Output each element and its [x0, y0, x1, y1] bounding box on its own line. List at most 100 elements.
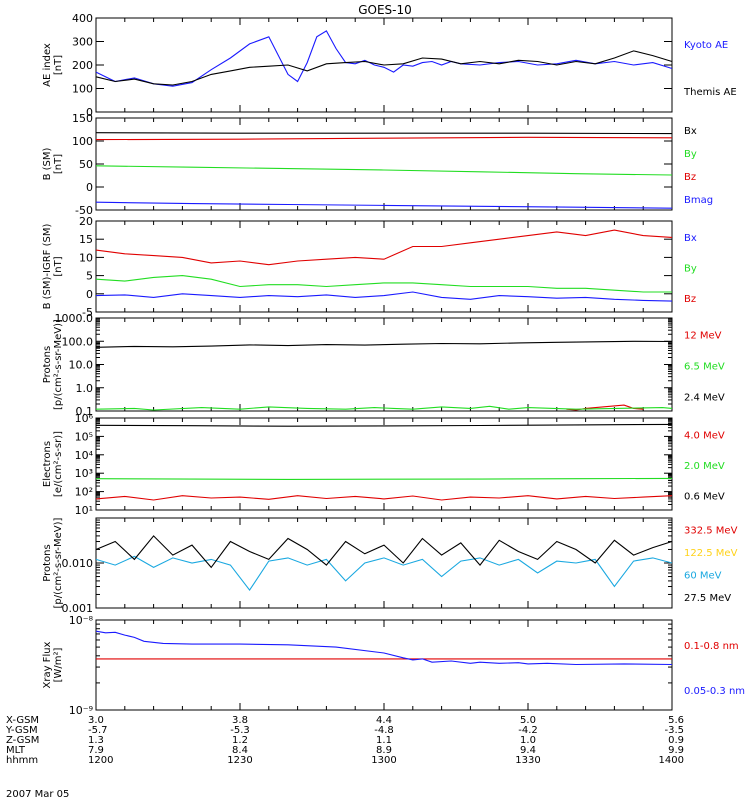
series-line	[95, 630, 673, 666]
legend-entry: Bx	[684, 126, 697, 137]
legend-entry: 4.0 MeV	[684, 430, 725, 441]
orbit-cell: 8.4	[232, 745, 248, 756]
series-line	[95, 132, 673, 135]
orbit-cell: 1.2	[232, 735, 248, 746]
series-line	[95, 423, 673, 427]
orbit-cell: 0.9	[668, 735, 684, 746]
y-tick-label: 200	[72, 59, 93, 72]
series-line	[95, 165, 673, 176]
orbit-row-label: X-GSM	[6, 715, 39, 726]
y-tick-label: 0	[86, 181, 93, 194]
legend-entry: Kyoto AE	[684, 40, 728, 51]
orbit-cell: 1.3	[88, 735, 104, 746]
y-tick-label: 1000.0	[55, 312, 94, 325]
date-label: 2007 Mar 05	[6, 789, 69, 800]
orbit-cell: 9.4	[520, 745, 536, 756]
orbit-cell: 1330	[515, 755, 540, 766]
orbit-cell: 3.0	[88, 715, 104, 726]
panel-frame	[95, 220, 673, 313]
series-line	[95, 291, 673, 302]
series-line	[95, 495, 673, 501]
y-axis-label: [nT]	[53, 154, 64, 174]
legend-entry: 12 MeV	[684, 331, 722, 342]
legend-entry: Themis AE	[683, 87, 737, 98]
orbit-cell: 9.9	[668, 745, 684, 756]
panel-6: 10⁻⁹ 10⁻⁸ Xray Flux [W/m²] 0.1-0.8 nm 0.05-0.…	[42, 614, 745, 717]
y-tick-label: 0.1	[76, 405, 94, 418]
figure-title: GOES-10	[358, 3, 412, 17]
y-tick-label: 10²	[75, 486, 93, 499]
y-tick-label: 1.0	[76, 382, 94, 395]
y-tick-label: 50	[79, 158, 93, 171]
y-tick-label: 100	[72, 83, 93, 96]
y-axis-label: [W/m²]	[53, 647, 64, 682]
series-line	[95, 201, 673, 209]
series-line	[95, 477, 673, 480]
legend-entry: 332.5 MeV	[684, 526, 738, 537]
series-line	[95, 136, 673, 141]
y-tick-label: -50	[75, 204, 93, 217]
legend-entry: 0.05-0.3 nm	[684, 686, 745, 697]
legend-entry: Bz	[684, 294, 696, 305]
orbit-cell: 1400	[659, 755, 684, 766]
y-tick-label: 400	[72, 12, 93, 25]
orbit-cell: 4.4	[376, 715, 392, 726]
panel-frame	[95, 619, 673, 711]
panel-3: 0.1 1.0 10.0 100.0 1000.0 Protons [p/(cm²-s-sr…	[42, 312, 725, 418]
y-tick-label: 0	[86, 106, 93, 119]
y-tick-label: 10³	[75, 467, 93, 480]
y-tick-label: 0	[86, 288, 93, 301]
y-axis-label: [nT]	[53, 55, 64, 75]
legend-entry: 60 MeV	[684, 571, 722, 582]
legend-entry: By	[684, 149, 697, 160]
orbit-row-label: Y-GSM	[5, 725, 38, 736]
orbit-cell: -5.3	[230, 725, 250, 736]
orbit-cell: 1230	[227, 755, 252, 766]
panel-frame	[95, 317, 673, 412]
y-tick-label: 10	[79, 251, 93, 264]
series-line	[95, 340, 673, 348]
panel-5: 0.001 0.010 Protons [p/(cm²-s-sr-MeV)] 332.5…	[42, 517, 738, 615]
orbit-cell: 8.9	[376, 745, 392, 756]
y-tick-label: 15	[79, 233, 93, 246]
panel-frame	[95, 517, 673, 609]
legend-entry: Bx	[684, 233, 697, 244]
y-tick-label: 0.001	[62, 602, 94, 615]
legend-entry: 122.5 MeV	[684, 548, 738, 559]
series-line	[95, 535, 673, 569]
orbit-cell: -4.2	[518, 725, 538, 736]
y-axis-label: B (SM)	[42, 147, 53, 180]
legend-entry: 2.0 MeV	[684, 461, 725, 472]
series-line	[95, 275, 672, 293]
y-tick-label: 10⁻⁹	[69, 704, 93, 717]
y-axis-label: [nT]	[53, 256, 64, 276]
panel-1: -50 0 50 100 150 B (SM) [nT] Bx By Bz Bmag	[42, 112, 713, 217]
y-axis-label: [p/(cm²-s-sr-MeV)]	[53, 517, 64, 608]
orbit-cell: 1.1	[376, 735, 392, 746]
y-axis-label: Protons	[42, 544, 53, 581]
legend-entry: By	[684, 264, 697, 275]
orbit-row-label: MLT	[6, 745, 26, 756]
y-tick-label: 10⁻⁸	[69, 614, 94, 627]
y-axis-label: Protons	[42, 346, 53, 383]
panel-2: -5 0 5 10 15 20 B (SM)-IGRF (SM) [nT] Bx By Bz	[42, 215, 697, 319]
orbit-cell: 5.0	[520, 715, 536, 726]
y-tick-label: 10⁴	[75, 449, 94, 462]
y-axis-label: AE index	[42, 43, 53, 87]
orbit-cell: -4.8	[374, 725, 394, 736]
y-tick-label: 10¹	[75, 504, 93, 517]
series-line	[95, 229, 673, 266]
legend-entry: 6.5 MeV	[684, 362, 725, 373]
panel-frame	[95, 117, 673, 211]
y-axis-label: B (SM)-IGRF (SM)	[42, 224, 53, 310]
legend-entry: Bmag	[684, 195, 713, 206]
y-tick-label: 100.0	[62, 335, 94, 348]
y-tick-label: 10.0	[69, 359, 94, 372]
legend-entry: 2.4 MeV	[684, 393, 725, 404]
y-tick-label: 20	[79, 215, 93, 228]
y-tick-label: 5	[86, 270, 93, 283]
orbit-cell: 1200	[88, 755, 113, 766]
orbit-cell: -5.7	[88, 725, 108, 736]
